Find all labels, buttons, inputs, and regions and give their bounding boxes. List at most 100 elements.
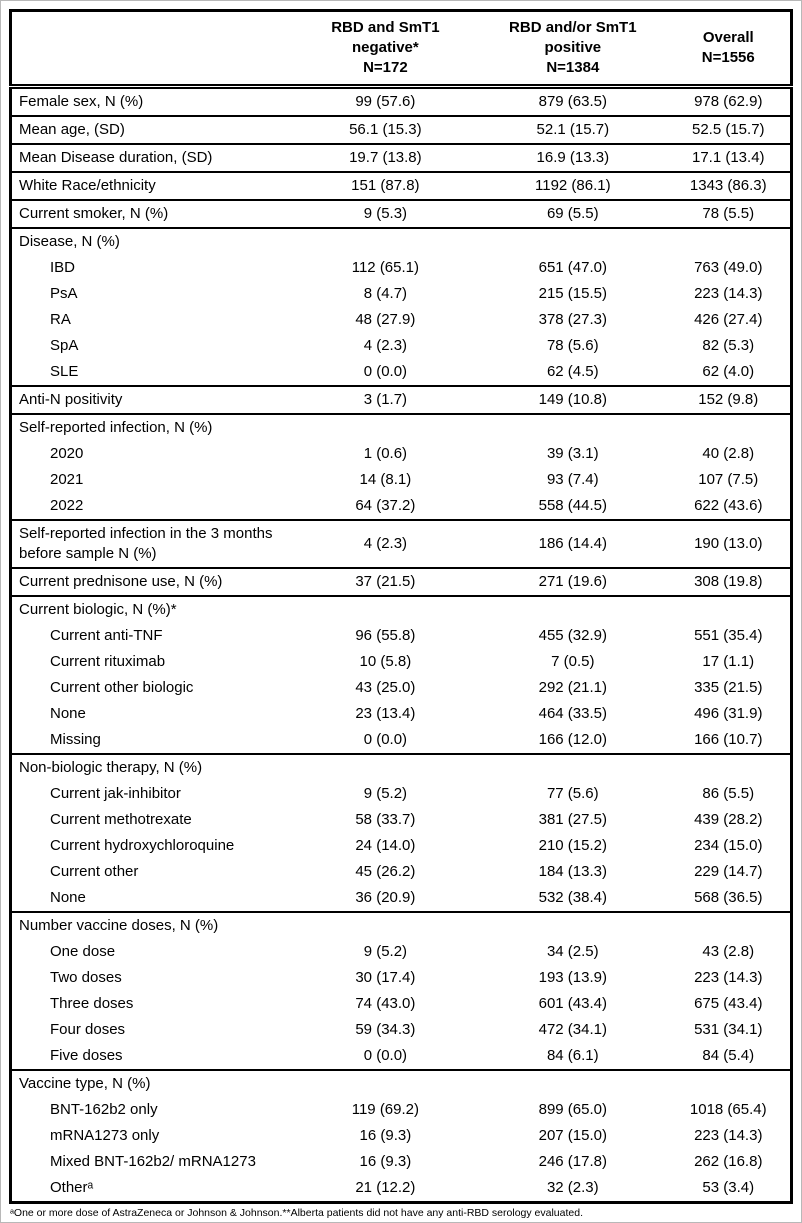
table-row: Three doses 74 (43.0) 601 (43.4) 675 (43.4) xyxy=(11,991,792,1017)
table-row: Mean age, (SD) 56.1 (15.3) 52.1 (15.7) 52.5… xyxy=(10,115,792,144)
cell-value: 40 (2.8) xyxy=(702,445,755,462)
table-row: Vaccine type, N (%) xyxy=(10,1069,792,1097)
cell-value: 308 (19.8) xyxy=(666,567,792,596)
row-label: 2022 xyxy=(50,497,84,514)
cell-value: 7 (0.5) xyxy=(551,653,595,670)
cell-value: 77 (5.6) xyxy=(546,785,599,802)
cell-value: 24 (14.0) xyxy=(355,837,416,854)
table-row: Otherᵃ 21 (12.2) 32 (2.3) 53 (3.4) xyxy=(11,1175,792,1203)
cell-value xyxy=(291,1069,480,1097)
cell-value: 223 (14.3) xyxy=(694,285,763,302)
cell-value: 234 (15.0) xyxy=(694,837,763,854)
cell-value: 10 (5.8) xyxy=(359,653,412,670)
table-body: Female sex, N (%) 99 (57.6) 879 (63.5) 978 … xyxy=(10,87,792,1203)
row-label: White Race/ethnicity xyxy=(10,171,292,200)
table-row: 2022 64 (37.2) 558 (44.5) 622 (43.6) xyxy=(11,493,792,520)
table-row: SpA 4 (2.3) 78 (5.6) 82 (5.3) xyxy=(11,333,792,359)
cell-value: 229 (14.7) xyxy=(694,863,763,880)
cell-value: 763 (49.0) xyxy=(694,259,763,276)
cell-value: 184 (13.3) xyxy=(538,863,607,880)
cell-value xyxy=(479,595,667,623)
cell-value: 246 (17.8) xyxy=(538,1153,607,1170)
row-label: Anti-N positivity xyxy=(10,385,292,414)
cell-value xyxy=(666,753,792,781)
table-row: BNT-162b2 only 119 (69.2) 899 (65.0) 1018 (… xyxy=(11,1097,792,1123)
table-row: Current anti-TNF 96 (55.8) 455 (32.9) 551 (… xyxy=(11,623,792,649)
table-row: Two doses 30 (17.4) 193 (13.9) 223 (14.3) xyxy=(11,965,792,991)
cell-value: 62 (4.0) xyxy=(702,363,755,380)
cell-value xyxy=(666,1069,792,1097)
cell-value: 74 (43.0) xyxy=(355,995,416,1012)
cell-value: 472 (34.1) xyxy=(538,1021,607,1038)
cell-value: 0 (0.0) xyxy=(363,1047,408,1064)
table-row: Current methotrexate 58 (33.7) 381 (27.5) 4… xyxy=(11,807,792,833)
table-row: Current smoker, N (%) 9 (5.3) 69 (5.5) 78 (… xyxy=(10,199,792,228)
row-label: Missing xyxy=(50,731,101,748)
cell-value: 3 (1.7) xyxy=(291,385,480,414)
row-label: Current rituximab xyxy=(50,653,166,670)
table-row: Number vaccine doses, N (%) xyxy=(10,911,792,939)
table-row: Four doses 59 (34.3) 472 (34.1) 531 (34.1) xyxy=(11,1017,792,1043)
cell-value: 9 (5.2) xyxy=(363,943,408,960)
table-row: Current rituximab 10 (5.8) 7 (0.5) 17 (1.1) xyxy=(11,649,792,675)
cell-value: 464 (33.5) xyxy=(538,705,607,722)
cell-value: 0 (0.0) xyxy=(363,363,408,380)
table-row: Non-biologic therapy, N (%) xyxy=(10,753,792,781)
cell-value: 14 (8.1) xyxy=(359,471,412,488)
row-label: Self-reported infection in the 3 months … xyxy=(10,519,292,568)
cell-value: 16.9 (13.3) xyxy=(479,143,667,172)
table-row: Anti-N positivity 3 (1.7) 149 (10.8) 152 (9… xyxy=(10,385,792,414)
cell-value: 1 (0.6) xyxy=(363,445,408,462)
cell-value: 223 (14.3) xyxy=(694,969,763,986)
table-row: Mean Disease duration, (SD) 19.7 (13.8) 16… xyxy=(10,143,792,172)
cell-value: 62 (4.5) xyxy=(546,363,599,380)
cell-value: 9 (5.2) xyxy=(363,785,408,802)
cell-value: 56.1 (15.3) xyxy=(291,115,480,144)
cell-value: 271 (19.6) xyxy=(479,567,667,596)
cell-value: 193 (13.9) xyxy=(538,969,607,986)
row-label: Current anti-TNF xyxy=(50,627,163,644)
cell-value xyxy=(291,227,480,255)
cell-value: 651 (47.0) xyxy=(538,259,607,276)
cell-value: 17.1 (13.4) xyxy=(666,143,792,172)
cell-value: 78 (5.5) xyxy=(666,199,792,228)
cell-value: 558 (44.5) xyxy=(538,497,607,514)
table-row: SLE 0 (0.0) 62 (4.5) 62 (4.0) xyxy=(11,359,792,386)
table-row: Current prednisone use, N (%) 37 (21.5) 27… xyxy=(10,567,792,596)
table-row: Disease, N (%) xyxy=(10,227,792,255)
cell-value: 43 (25.0) xyxy=(355,679,416,696)
cell-value: 48 (27.9) xyxy=(355,311,416,328)
characteristics-table: RBD and SmT1 negative* N=172 RBD and/or … xyxy=(9,9,793,1204)
header-col-rbd-smt1-negative: RBD and SmT1 negative* N=172 xyxy=(291,10,480,89)
table-row: Self-reported infection in the 3 months … xyxy=(10,519,792,568)
cell-value: 439 (28.2) xyxy=(694,811,763,828)
header-empty-cell xyxy=(10,10,292,89)
cell-value xyxy=(291,413,480,441)
cell-value: 93 (7.4) xyxy=(546,471,599,488)
cell-value: 4 (2.3) xyxy=(291,519,480,568)
table-row: One dose 9 (5.2) 34 (2.5) 43 (2.8) xyxy=(11,939,792,965)
row-label: Vaccine type, N (%) xyxy=(10,1069,292,1097)
row-label: Otherᵃ xyxy=(50,1179,94,1196)
cell-value: 1343 (86.3) xyxy=(666,171,792,200)
table-row: Current other biologic 43 (25.0) 292 (21.1… xyxy=(11,675,792,701)
table-row: RA 48 (27.9) 378 (27.3) 426 (27.4) xyxy=(11,307,792,333)
cell-value: 99 (57.6) xyxy=(355,93,416,110)
row-label: Mean Disease duration, (SD) xyxy=(10,143,292,172)
table-row: 2021 14 (8.1) 93 (7.4) 107 (7.5) xyxy=(11,467,792,493)
row-label: Current smoker, N (%) xyxy=(10,199,292,228)
header-col-rbd-smt1-positive: RBD and/or SmT1 positive N=1384 xyxy=(479,10,667,89)
row-label: Current prednisone use, N (%) xyxy=(10,567,292,596)
cell-value: 978 (62.9) xyxy=(694,93,763,110)
cell-value xyxy=(479,413,667,441)
row-label: Disease, N (%) xyxy=(10,227,292,255)
cell-value: 426 (27.4) xyxy=(694,311,763,328)
cell-value: 37 (21.5) xyxy=(291,567,480,596)
cell-value: 69 (5.5) xyxy=(479,199,667,228)
row-label: Five doses xyxy=(50,1047,123,1064)
table-row: PsA 8 (4.7) 215 (15.5) 223 (14.3) xyxy=(11,281,792,307)
cell-value xyxy=(666,595,792,623)
row-label: RA xyxy=(50,311,71,328)
table-row: Current jak-inhibitor 9 (5.2) 77 (5.6) 86 (… xyxy=(11,781,792,807)
